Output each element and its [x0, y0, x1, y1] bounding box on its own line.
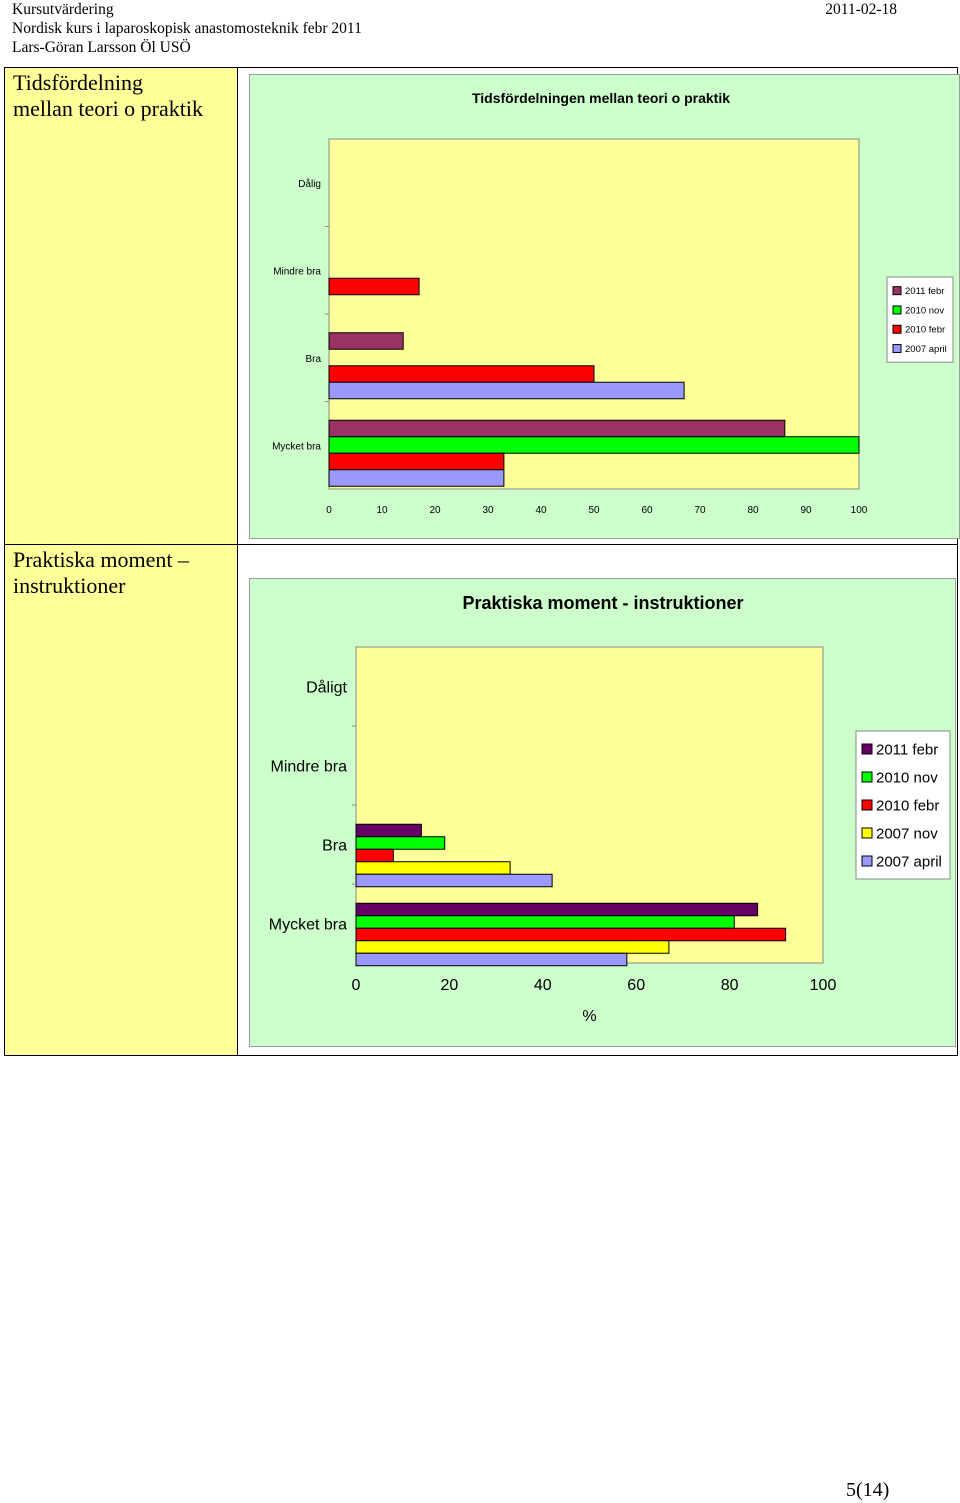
- bar: [328, 419, 786, 438]
- section-label: Praktiska moment – instruktioner: [4, 544, 238, 1056]
- bar: [355, 915, 735, 929]
- table-row: Praktiska moment – instruktioner Praktis…: [4, 544, 958, 1056]
- x-tick-label: 40: [534, 977, 552, 994]
- chart-cell: Praktiska moment - instruktioner Dåligt Mi…: [237, 544, 958, 1056]
- category-label: Bra: [305, 354, 321, 365]
- bar: [355, 952, 628, 967]
- category-label: Mindre bra: [273, 266, 321, 277]
- category-label: Dåligt: [306, 679, 347, 697]
- bar: [328, 469, 505, 487]
- legend-swatch: [861, 855, 873, 867]
- x-tick-label: 60: [627, 977, 645, 994]
- legend-swatch: [861, 771, 873, 783]
- chart-title: Praktiska moment - instruktioner: [462, 593, 743, 613]
- category-label: Mycket bra: [269, 917, 347, 934]
- table-row: Tidsfördelning mellan teori o praktik Ti…: [4, 67, 960, 545]
- bar: [355, 940, 670, 954]
- x-tick-label: 20: [441, 977, 459, 994]
- bar: [355, 873, 553, 888]
- x-axis-label: %: [582, 1008, 596, 1025]
- x-tick-label: 80: [721, 977, 739, 994]
- chart-cell: Tidsfördelningen mellan teori o praktik D…: [237, 67, 960, 545]
- category-label: Mindre bra: [271, 759, 348, 776]
- x-tick-label: 90: [800, 505, 812, 516]
- x-tick-label: 0: [352, 977, 361, 994]
- legend-label: 2010 febr: [905, 325, 945, 336]
- x-tick-label: 50: [588, 505, 600, 516]
- legend-label: 2007 nov: [876, 825, 938, 842]
- header-author: Lars-Göran Larsson Öl USÖ: [12, 39, 191, 56]
- bar: [328, 436, 860, 454]
- bar: [328, 452, 505, 471]
- bar: [328, 332, 404, 350]
- legend-label: 2007 april: [876, 853, 942, 870]
- section-label-line: Praktiska moment –: [13, 547, 189, 572]
- legend-swatch: [892, 324, 902, 334]
- legend-swatch: [892, 305, 902, 315]
- legend-swatch: [892, 286, 902, 296]
- page-number: 5(14): [846, 1479, 890, 1501]
- x-tick-label: 100: [851, 505, 868, 516]
- x-tick-label: 70: [694, 505, 706, 516]
- bar: [355, 836, 446, 850]
- legend-swatch: [861, 827, 873, 839]
- bar: [355, 927, 787, 942]
- x-tick-label: 40: [535, 505, 547, 516]
- x-tick-label: 80: [747, 505, 759, 516]
- evaluation-table: Tidsfördelning mellan teori o praktik Ti…: [4, 67, 960, 1056]
- x-tick-label: 0: [326, 505, 332, 516]
- category-label: Bra: [322, 838, 347, 855]
- bar: [355, 861, 511, 875]
- legend-label: 2011 febr: [876, 741, 938, 758]
- bar: [328, 277, 420, 296]
- section-label-line: Tidsfördelning: [13, 70, 143, 95]
- legend-swatch: [861, 799, 873, 811]
- chart-time-distribution: Tidsfördelningen mellan teori o praktik D…: [272, 90, 954, 516]
- x-tick-label: 30: [482, 505, 494, 516]
- header-course-evaluation: Kursutvärdering: [12, 1, 114, 18]
- legend-label: 2007 april: [905, 344, 947, 355]
- x-tick-label: 100: [810, 977, 837, 994]
- chart-practical-instructions: Praktiska moment - instruktioner Dåligt Mi…: [269, 593, 951, 1025]
- chart-area: Praktiska moment - instruktioner Dåligt Mi…: [249, 578, 956, 1047]
- legend-swatch: [892, 344, 902, 354]
- legend-swatch: [861, 743, 873, 755]
- bar: [355, 848, 394, 863]
- legend-label: 2010 nov: [905, 305, 944, 316]
- chart-area: Tidsfördelningen mellan teori o praktik D…: [249, 74, 960, 539]
- section-label: Tidsfördelning mellan teori o praktik: [4, 67, 238, 545]
- header-date: 2011-02-18: [825, 1, 897, 18]
- header-course-name: Nordisk kurs i laparoskopisk anastomoste…: [12, 20, 362, 37]
- legend-label: 2010 febr: [876, 797, 939, 814]
- section-label-line: instruktioner: [13, 573, 126, 598]
- category-label: Dålig: [298, 178, 321, 190]
- bar: [328, 365, 595, 383]
- legend-label: 2011 febr: [905, 286, 944, 297]
- x-tick-label: 20: [429, 505, 441, 516]
- category-label: Mycket bra: [272, 441, 321, 452]
- legend-label: 2010 nov: [876, 769, 938, 786]
- bar: [328, 381, 685, 400]
- bar: [355, 823, 422, 838]
- x-tick-label: 60: [641, 505, 653, 516]
- bar: [355, 902, 759, 917]
- section-label-line: mellan teori o praktik: [13, 96, 203, 121]
- chart-title: Tidsfördelningen mellan teori o praktik: [472, 90, 730, 106]
- x-tick-label: 10: [376, 505, 388, 516]
